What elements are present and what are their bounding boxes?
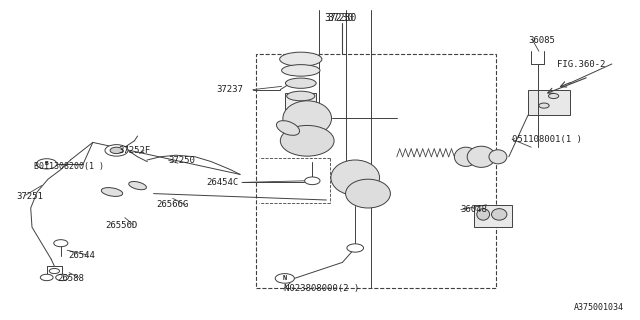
Ellipse shape [280,52,322,66]
Ellipse shape [101,188,123,196]
Circle shape [275,274,294,283]
Text: 37251: 37251 [16,192,43,201]
Ellipse shape [276,121,300,135]
Ellipse shape [477,209,490,220]
Text: 37250: 37250 [168,156,195,164]
Circle shape [40,274,53,281]
Text: 37252F: 37252F [118,146,150,155]
Circle shape [110,147,123,154]
Text: N: N [283,276,287,281]
Ellipse shape [331,160,380,195]
Ellipse shape [346,179,390,208]
Circle shape [305,177,320,185]
Text: 051108001(1 ): 051108001(1 ) [512,135,582,144]
Text: 26556D: 26556D [106,221,138,230]
Text: 26566G: 26566G [157,200,189,209]
Text: 26588: 26588 [58,274,84,283]
Text: FIG.360-2: FIG.360-2 [557,60,605,68]
Ellipse shape [283,101,332,136]
Ellipse shape [492,209,507,220]
Text: A375001034: A375001034 [574,303,624,312]
Ellipse shape [280,125,334,156]
Circle shape [54,240,68,247]
Ellipse shape [489,150,507,164]
Ellipse shape [282,65,320,76]
Circle shape [105,145,128,156]
Text: B: B [45,161,49,166]
Bar [285,93,316,109]
Ellipse shape [285,78,316,88]
Text: 37237: 37237 [216,85,243,94]
Text: 37230: 37230 [328,12,357,23]
Text: B011308200(1 ): B011308200(1 ) [34,162,104,171]
Text: 26544: 26544 [68,252,95,260]
Circle shape [539,103,549,108]
Ellipse shape [467,146,495,167]
Bar [256,54,496,288]
Ellipse shape [129,181,147,190]
Circle shape [49,268,60,274]
Circle shape [56,274,68,281]
Text: 36085: 36085 [528,36,555,44]
Circle shape [36,159,57,169]
Bar [528,90,570,115]
Ellipse shape [287,91,315,101]
Ellipse shape [454,147,477,166]
Text: 37230: 37230 [324,12,354,23]
Text: 26454C: 26454C [207,178,239,187]
Bar [474,205,512,227]
Circle shape [548,93,559,99]
Text: 36048: 36048 [461,205,488,214]
Text: N023808000(2 ): N023808000(2 ) [284,284,359,293]
Circle shape [347,244,364,252]
